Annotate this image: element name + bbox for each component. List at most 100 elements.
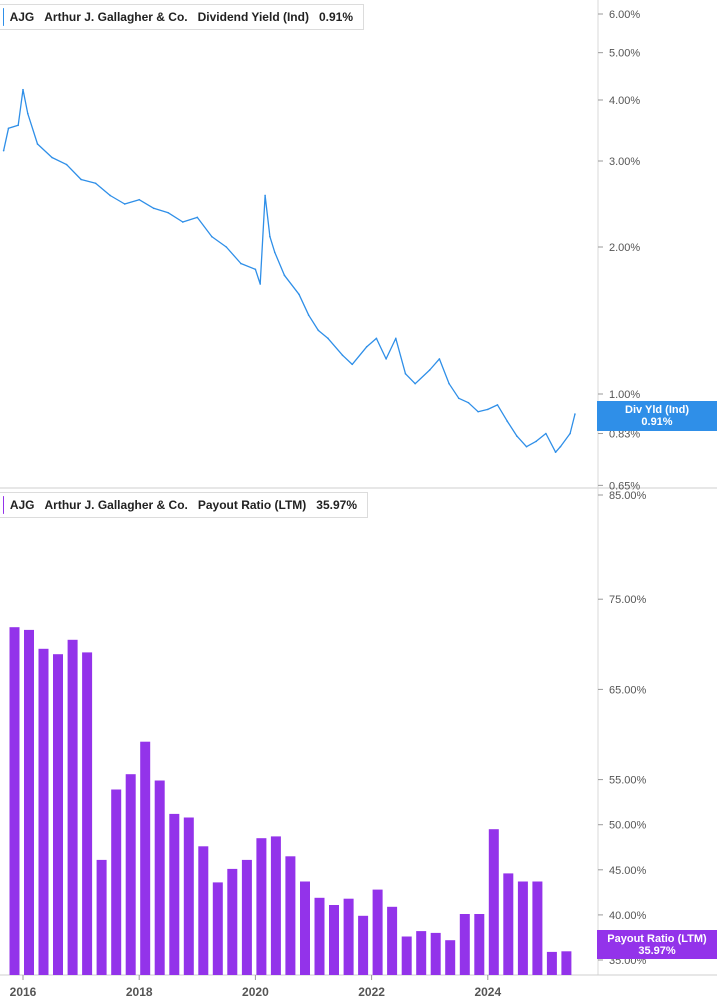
payout-bar — [358, 915, 369, 975]
data-point — [109, 194, 111, 197]
payout-bar — [24, 629, 34, 975]
data-point — [259, 283, 262, 285]
payout-bar — [227, 868, 238, 975]
payout-bar — [183, 817, 194, 975]
data-point — [36, 143, 39, 145]
x-tick-label: 2020 — [242, 985, 269, 999]
payout-bar — [241, 859, 252, 975]
flag-label: Div Yld (Ind) — [625, 404, 689, 416]
payout-bar — [329, 905, 339, 975]
data-point — [317, 329, 320, 332]
y-tick-label: 1.00% — [609, 389, 640, 401]
y-tick-label: 3.00% — [609, 156, 640, 168]
payout-bar — [96, 859, 107, 975]
data-point — [385, 358, 387, 360]
legend-ticker: AJG — [9, 498, 35, 512]
data-point — [477, 410, 479, 413]
flag-label: Payout Ratio (LTM) — [607, 933, 707, 945]
series-color-swatch — [3, 8, 4, 26]
payout-bar — [67, 639, 78, 975]
payout-bar — [285, 856, 296, 975]
legend-dividend-yield[interactable]: AJG Arthur J. Gallagher & Co. Dividend Y… — [0, 4, 364, 30]
payout-bar — [401, 936, 412, 975]
legend-value: 0.91% — [318, 10, 353, 24]
x-tick-label: 2022 — [358, 985, 385, 999]
data-point — [307, 314, 310, 316]
data-point — [138, 198, 140, 201]
payout-bar — [387, 906, 398, 975]
payout-bar — [9, 627, 20, 975]
data-point — [269, 235, 271, 238]
data-point — [298, 293, 300, 296]
data-point — [438, 358, 441, 360]
legend-metric: Payout Ratio (LTM) — [197, 498, 307, 512]
x-tick-label: 2024 — [474, 985, 501, 999]
payout-bar — [343, 898, 354, 975]
data-point — [254, 268, 257, 271]
data-point — [7, 127, 10, 130]
y-tick-label: 2.00% — [609, 242, 640, 254]
y-tick-label: 45.00% — [609, 865, 647, 877]
payout-bar — [300, 881, 310, 975]
data-point — [65, 163, 68, 166]
payout-bar — [82, 652, 93, 975]
flag-value: 35.97% — [638, 945, 676, 957]
data-point — [240, 262, 242, 265]
data-point — [365, 345, 368, 348]
data-point — [525, 445, 528, 448]
x-tick-label: 2016 — [10, 985, 37, 999]
y-tick-label: 5.00% — [609, 48, 640, 60]
legend-payout-ratio[interactable]: AJG Arthur J. Gallagher & Co. Payout Rat… — [0, 492, 368, 518]
legend-ticker: AJG — [9, 10, 35, 24]
legend-value: 35.97% — [316, 498, 357, 512]
payout-bar — [488, 829, 499, 975]
data-point — [559, 445, 562, 448]
data-point — [535, 440, 538, 443]
dividend-yield-plot — [2, 88, 576, 454]
data-point — [404, 372, 407, 375]
payout-bar — [169, 813, 180, 975]
payout-bar — [372, 889, 383, 975]
y-tick-label: 55.00% — [609, 775, 647, 787]
y-tick-label: 65.00% — [609, 684, 647, 696]
data-point — [395, 337, 397, 340]
payout-bar — [517, 881, 528, 975]
payout-bar — [459, 914, 470, 975]
data-point — [569, 432, 571, 435]
data-point — [487, 408, 489, 411]
legend-company: Arthur J. Gallagher & Co. — [44, 10, 188, 24]
last-value-flag-payout-ratio: Payout Ratio (LTM) 35.97% — [597, 930, 717, 959]
data-point — [283, 274, 286, 277]
payout-bar — [53, 654, 63, 975]
payout-bar — [256, 838, 267, 975]
data-point — [22, 88, 24, 91]
payout-bar — [270, 836, 281, 975]
axes: 6.00% 5.00% 4.00% 3.00% 2.00% 1.00% 0.83% 0.65%… — [10, 9, 647, 999]
x-tick-label: 2018 — [126, 985, 153, 999]
payout-bar — [474, 914, 485, 975]
y-tick-label: 50.00% — [609, 820, 647, 832]
data-point — [375, 337, 378, 340]
data-point — [181, 221, 184, 223]
data-point — [506, 420, 508, 422]
payout-bar — [561, 951, 572, 975]
legend-metric: Dividend Yield (Ind) — [197, 10, 309, 24]
data-point — [574, 413, 576, 415]
y-tick-label: 75.00% — [609, 594, 647, 606]
y-tick-label: 4.00% — [609, 95, 640, 107]
data-point — [225, 246, 228, 248]
y-tick-label: 85.00% — [609, 490, 647, 502]
series-color-swatch — [3, 496, 4, 514]
data-point — [448, 382, 450, 385]
legend-company: Arthur J. Gallagher & Co. — [44, 498, 188, 512]
data-point — [51, 156, 53, 159]
payout-bar — [111, 789, 122, 975]
data-point — [351, 363, 354, 366]
data-point — [496, 404, 499, 406]
data-point — [327, 337, 329, 340]
payout-bar — [430, 932, 441, 975]
data-point — [264, 194, 266, 197]
payout-bar — [503, 873, 514, 975]
data-point — [167, 211, 170, 214]
data-point — [516, 435, 518, 437]
